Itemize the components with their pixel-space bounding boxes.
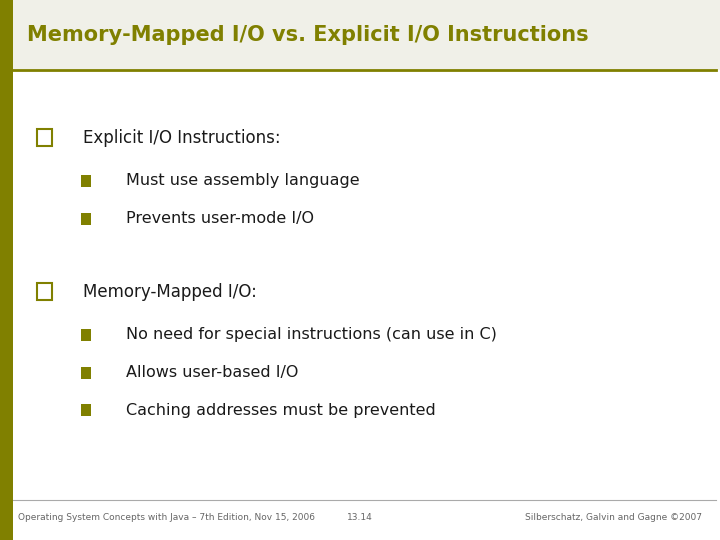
Text: Prevents user-mode I/O: Prevents user-mode I/O bbox=[126, 211, 314, 226]
Text: Allows user-based I/O: Allows user-based I/O bbox=[126, 365, 298, 380]
FancyBboxPatch shape bbox=[0, 0, 13, 540]
FancyBboxPatch shape bbox=[81, 404, 91, 416]
FancyBboxPatch shape bbox=[81, 329, 91, 341]
FancyBboxPatch shape bbox=[81, 175, 91, 187]
Text: Caching addresses must be prevented: Caching addresses must be prevented bbox=[126, 403, 436, 418]
Text: Explicit I/O Instructions:: Explicit I/O Instructions: bbox=[83, 129, 280, 147]
FancyBboxPatch shape bbox=[0, 0, 720, 70]
Text: 13.14: 13.14 bbox=[347, 513, 373, 522]
FancyBboxPatch shape bbox=[81, 213, 91, 225]
Text: Must use assembly language: Must use assembly language bbox=[126, 173, 359, 188]
FancyBboxPatch shape bbox=[81, 367, 91, 379]
Text: Operating System Concepts with Java – 7th Edition, Nov 15, 2006: Operating System Concepts with Java – 7t… bbox=[18, 513, 315, 522]
Text: Silberschatz, Galvin and Gagne ©2007: Silberschatz, Galvin and Gagne ©2007 bbox=[525, 513, 702, 522]
Text: Memory-Mapped I/O vs. Explicit I/O Instructions: Memory-Mapped I/O vs. Explicit I/O Instr… bbox=[27, 25, 589, 45]
Text: No need for special instructions (can use in C): No need for special instructions (can us… bbox=[126, 327, 497, 342]
Text: Memory-Mapped I/O:: Memory-Mapped I/O: bbox=[83, 282, 256, 301]
